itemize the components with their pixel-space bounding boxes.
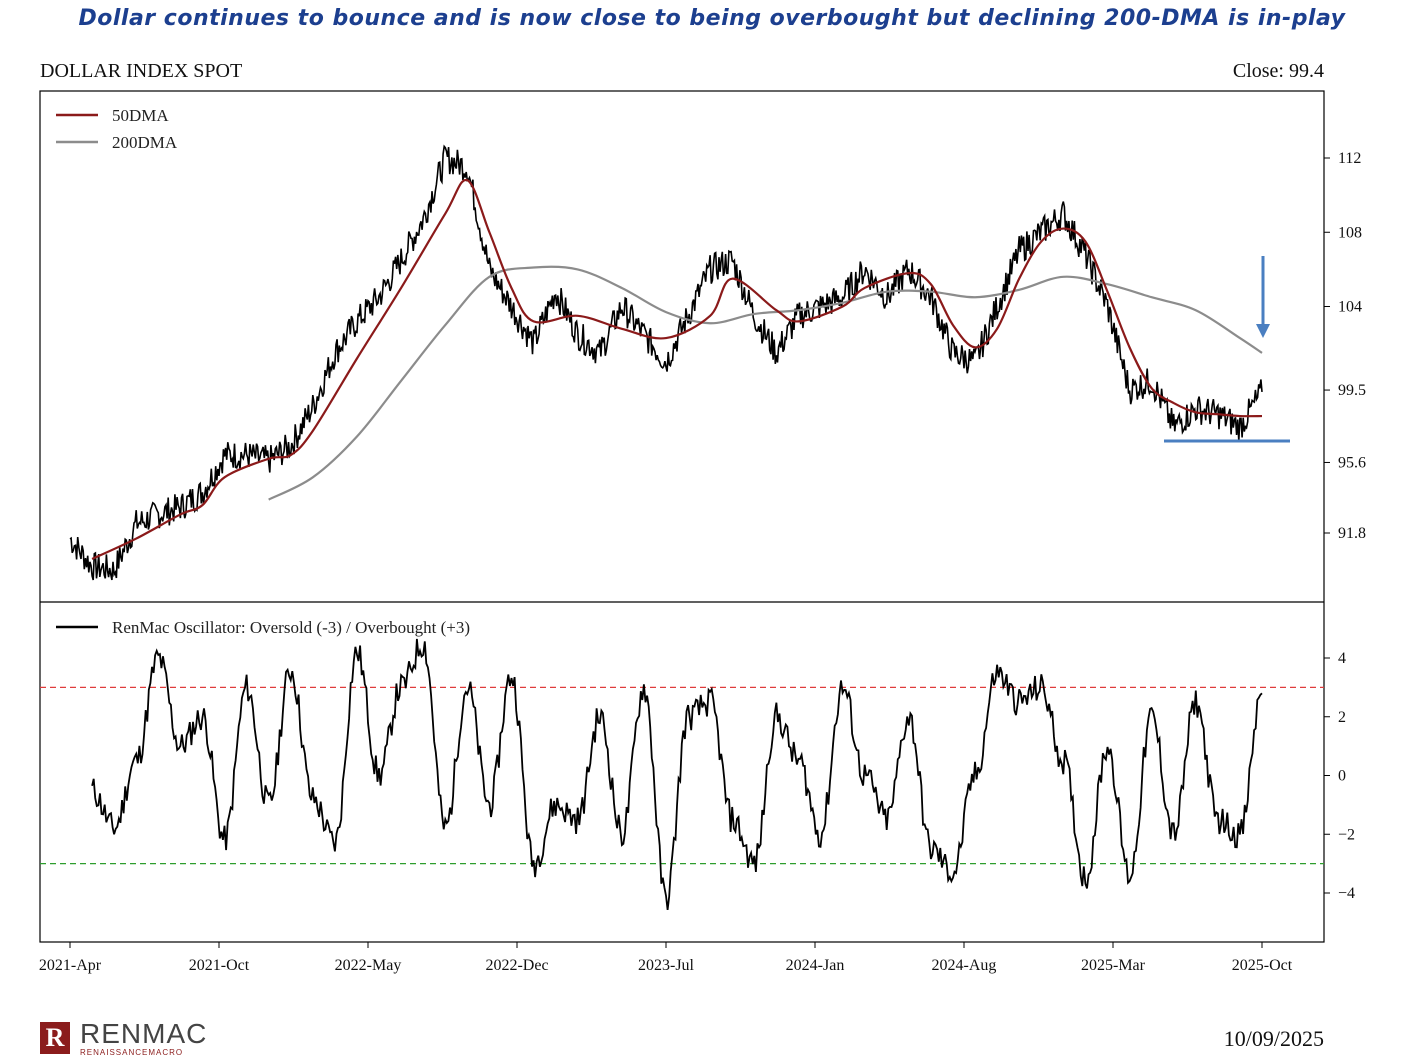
osc-y-tick-label: 4: [1338, 650, 1346, 667]
legend-label-oscillator: RenMac Oscillator: Oversold (-3) / Overb…: [112, 618, 470, 637]
price-panel: [69, 144, 1263, 581]
x-axis-tick-label: 2025-Oct: [1232, 957, 1293, 974]
renmac-logo-mark: R: [40, 1022, 70, 1054]
legend-label-50dma: 50DMA: [112, 106, 169, 125]
x-axis-tick-label: 2025-Mar: [1081, 957, 1146, 974]
price-series-line: [69, 144, 1263, 581]
dma200-series-line: [268, 265, 1263, 501]
osc-y-tick-label: −2: [1338, 826, 1355, 843]
chart-frame: [39, 90, 1325, 943]
x-axis-tick-label: 2023-Jul: [638, 957, 695, 974]
osc-y-tick-label: 2: [1338, 709, 1346, 726]
osc-y-tick-label: 0: [1338, 768, 1346, 785]
osc-y-tick-label: −4: [1338, 885, 1355, 902]
x-axis-tick-label: 2021-Oct: [189, 957, 250, 974]
chart-headline: Dollar continues to bounce and is now cl…: [78, 6, 1346, 31]
x-axis-tick-label: 2024-Jan: [786, 957, 845, 974]
annotation-arrow-head: [1256, 324, 1270, 338]
oscillator-series-line: [91, 638, 1263, 911]
price-y-tick-label: 91.8: [1338, 525, 1366, 542]
price-y-tick-label: 108: [1338, 224, 1362, 241]
price-y-tick-label: 104: [1338, 299, 1362, 316]
dma50-series-line: [91, 178, 1263, 560]
report-date: 10/09/2025: [1223, 1026, 1324, 1051]
close-value-label: Close: 99.4: [1232, 60, 1324, 82]
price-y-tick-label: 112: [1338, 150, 1361, 167]
legend-label-200dma: 200DMA: [112, 133, 178, 152]
logo-subtext: RENAISSANCEMACRO: [80, 1048, 184, 1057]
price-y-tick-label: 99.5: [1338, 382, 1366, 399]
x-axis-tick-label: 2024-Aug: [932, 957, 997, 974]
annotation-arrow: [1256, 256, 1270, 338]
price-legend: 50DMA 200DMA: [56, 106, 178, 152]
axes: 2021-Apr 2021-Oct 2022-May 2022-Dec 2023-Jul…: [39, 150, 1366, 974]
price-y-tick-label: 95.6: [1338, 454, 1366, 471]
oscillator-panel: [40, 638, 1324, 911]
chart-title: DOLLAR INDEX SPOT: [40, 60, 243, 82]
oscillator-legend: RenMac Oscillator: Oversold (-3) / Overb…: [56, 618, 470, 637]
x-axis-tick-label: 2022-May: [335, 957, 402, 974]
x-axis-tick-label: 2021-Apr: [39, 957, 102, 974]
x-axis-tick-label: 2022-Dec: [485, 957, 548, 974]
logo-text: RENMAC: [80, 1018, 208, 1049]
